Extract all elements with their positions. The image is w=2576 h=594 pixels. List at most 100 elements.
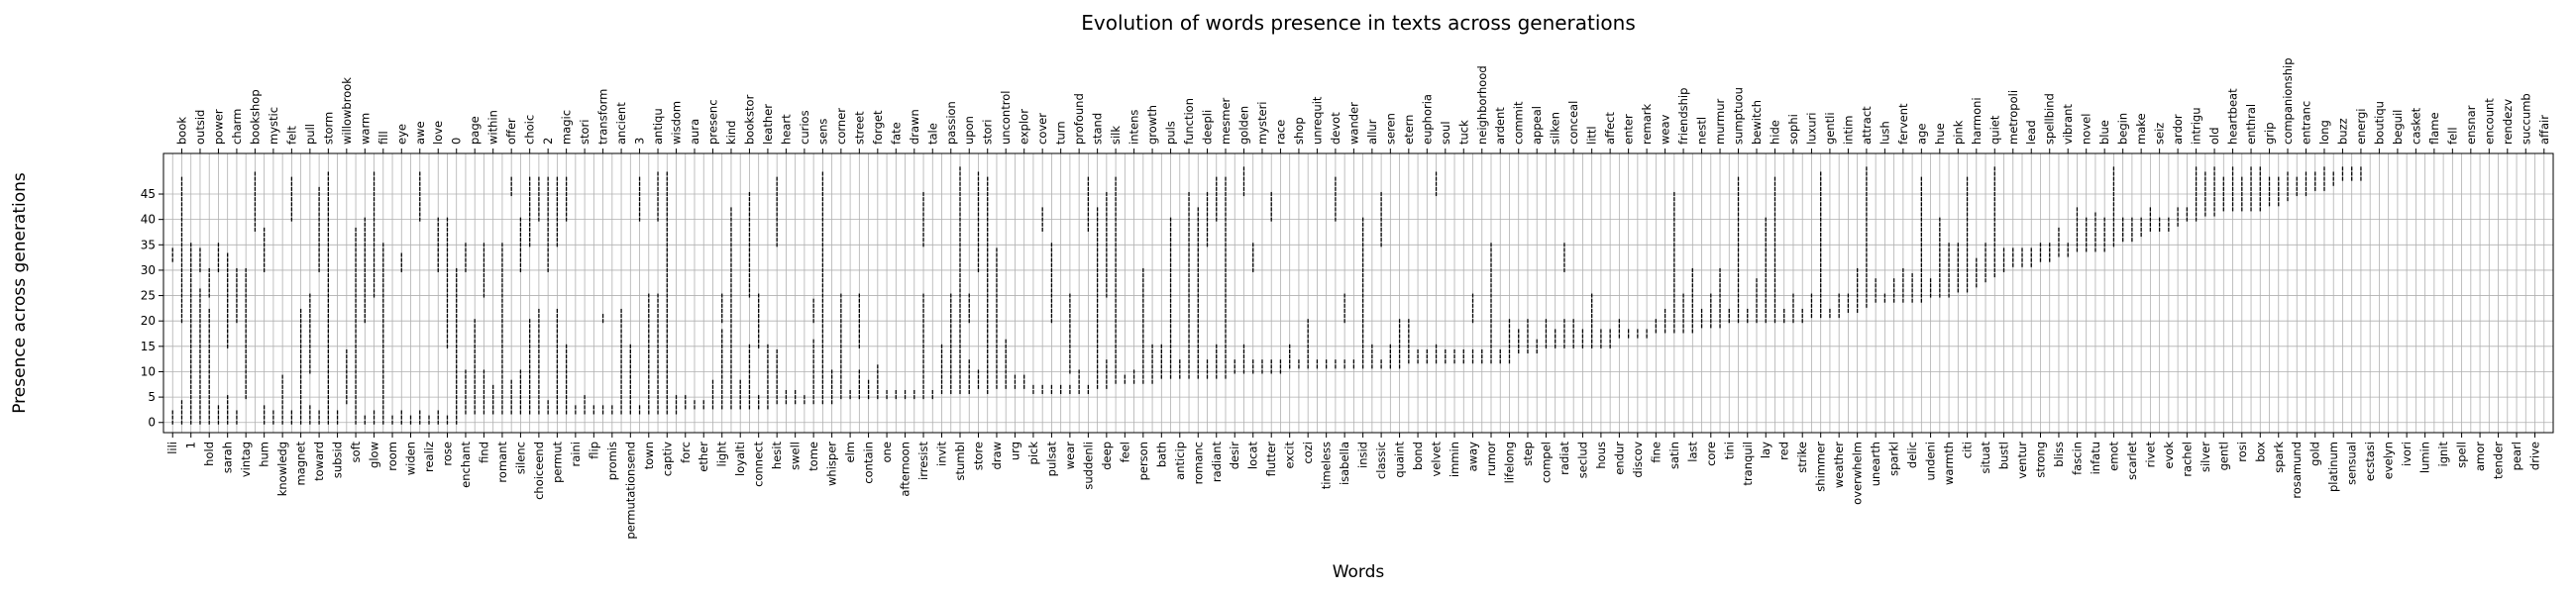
marks-layer <box>171 166 2362 425</box>
x-tick-label: immin <box>1448 442 1461 477</box>
x-tick-label: friendship <box>1676 88 1690 145</box>
x-tick-label: bliss <box>2052 442 2066 467</box>
x-tick-label: warm <box>358 113 372 145</box>
x-tick-label: satin <box>1667 442 1681 469</box>
x-tick-label: 0 <box>450 138 464 145</box>
x-tick-label: felt <box>284 126 298 145</box>
x-tick-label: drawn <box>908 109 921 145</box>
x-tick-label: flutter <box>1264 442 1278 477</box>
x-tick-label: core <box>1704 442 1718 466</box>
x-tick-label: permut <box>550 442 564 483</box>
x-tick-label: deep <box>1100 442 1114 470</box>
x-tick-label: connect <box>752 442 766 487</box>
x-tick-label: lifelong <box>1502 442 1516 483</box>
x-tick-label: flame <box>2427 112 2441 145</box>
x-tick-label: 2 <box>541 138 555 145</box>
x-tick-label: fate <box>889 122 903 145</box>
y-tick-label: 45 <box>141 187 156 201</box>
x-tick-label: radiat <box>1557 442 1571 475</box>
x-tick-label: invit <box>935 442 949 466</box>
x-tick-label: intim <box>1841 116 1855 145</box>
x-tick-label: neighborhood <box>1475 65 1489 145</box>
x-tick-label: lili <box>165 442 179 454</box>
x-tick-label: raini <box>569 442 583 466</box>
x-tick-label: spell <box>2455 442 2469 468</box>
x-tick-label: nestl <box>1695 117 1709 145</box>
x-tick-label: choiceend <box>532 442 546 500</box>
x-tick-label: puls <box>1164 121 1178 145</box>
x-tick-label: spellbind <box>2043 93 2057 145</box>
x-tick-label: appeal <box>1530 106 1544 145</box>
y-tick-label: 5 <box>148 390 156 404</box>
x-tick-label: charm <box>230 109 244 145</box>
x-tick-label: old <box>2207 127 2221 145</box>
x-tick-label: afternoon <box>899 442 912 497</box>
x-tick-label: entranc <box>2299 101 2312 145</box>
x-tick-label: uncontrol <box>999 91 1013 145</box>
x-tick-label: soul <box>1439 121 1452 145</box>
x-tick-label: upon <box>962 116 976 145</box>
x-tick-label: metropoli <box>2006 90 2020 145</box>
x-tick-label: gold <box>2308 442 2322 466</box>
x-tick-label: step <box>1521 442 1535 466</box>
x-tick-label: promis <box>605 442 619 480</box>
x-tick-label: etern <box>1402 115 1416 145</box>
x-tick-label: willowbrook <box>340 77 354 145</box>
x-tick-label: enthral <box>2244 104 2258 145</box>
x-tick-label: profound <box>1072 93 1086 145</box>
x-tick-label: sumptuou <box>1732 87 1746 145</box>
x-tick-label: radiant <box>1210 442 1224 483</box>
x-tick-label: tranquil <box>1741 442 1755 486</box>
x-tick-label: glow <box>368 442 381 468</box>
x-tick-label: light <box>715 442 729 467</box>
x-tick-label: 1 <box>184 442 198 448</box>
x-tick-label: vintag <box>239 442 253 477</box>
x-tick-label: 3 <box>633 138 647 145</box>
x-tick-label: hide <box>1768 120 1781 145</box>
x-tick-label: forget <box>871 110 885 145</box>
x-tick-label: curios <box>798 110 811 145</box>
x-tick-label: overwhelm <box>1851 442 1865 505</box>
x-tick-label: street <box>852 111 866 145</box>
x-tick-label: bustl <box>1997 442 2011 469</box>
x-tick-label: remark <box>1640 103 1654 145</box>
x-tick-label: silver <box>2199 442 2212 472</box>
x-tick-label: ancient <box>614 102 628 145</box>
x-tick-label: toward <box>312 442 326 481</box>
x-tick-label: spark <box>2272 442 2286 473</box>
x-tick-label: fascin <box>2070 442 2084 475</box>
x-tick-label: tuck <box>1456 120 1470 145</box>
x-tick-label: unrequit <box>1310 96 1324 145</box>
x-tick-label: ardor <box>2171 114 2185 145</box>
x-tick-label: love <box>431 121 445 145</box>
x-tick-label: beguil <box>2391 110 2405 145</box>
x-tick-label: attract <box>1860 106 1874 145</box>
x-tick-label: kind <box>724 121 738 145</box>
x-tick-label: stori <box>578 120 591 145</box>
x-tick-label: corner <box>834 108 848 145</box>
x-tick-label: silk <box>1109 126 1123 145</box>
x-tick-label: rosamund <box>2290 442 2304 499</box>
x-tick-label: devot <box>1329 112 1342 145</box>
x-tick-label: discov <box>1631 442 1645 478</box>
x-tick-label: strike <box>1795 442 1809 473</box>
x-tick-label: evok <box>2162 442 2176 469</box>
x-tick-label: enchant <box>459 442 473 488</box>
x-tick-label: enter <box>1622 114 1636 145</box>
x-tick-label: age <box>1914 124 1928 145</box>
x-tick-label: mystic <box>267 107 280 145</box>
x-tick-label: room <box>385 442 399 471</box>
x-tick-label: flip <box>587 442 600 459</box>
x-tick-label: draw <box>990 442 1004 469</box>
x-tick-label: conceal <box>1566 101 1580 145</box>
x-tick-label: find <box>477 442 490 463</box>
x-tick-label: tale <box>925 123 939 145</box>
x-tick-label: fine <box>1649 442 1663 463</box>
x-tick-label: desir <box>1228 442 1241 470</box>
x-tick-label: bewitch <box>1750 100 1764 145</box>
x-tick-label: sophi <box>1786 114 1800 145</box>
x-tick-label: loyalti <box>733 442 747 476</box>
x-tick-label: luxuri <box>1804 112 1818 145</box>
x-tick-label: gentl <box>2216 442 2230 470</box>
x-tick-label: gentli <box>1823 112 1837 145</box>
